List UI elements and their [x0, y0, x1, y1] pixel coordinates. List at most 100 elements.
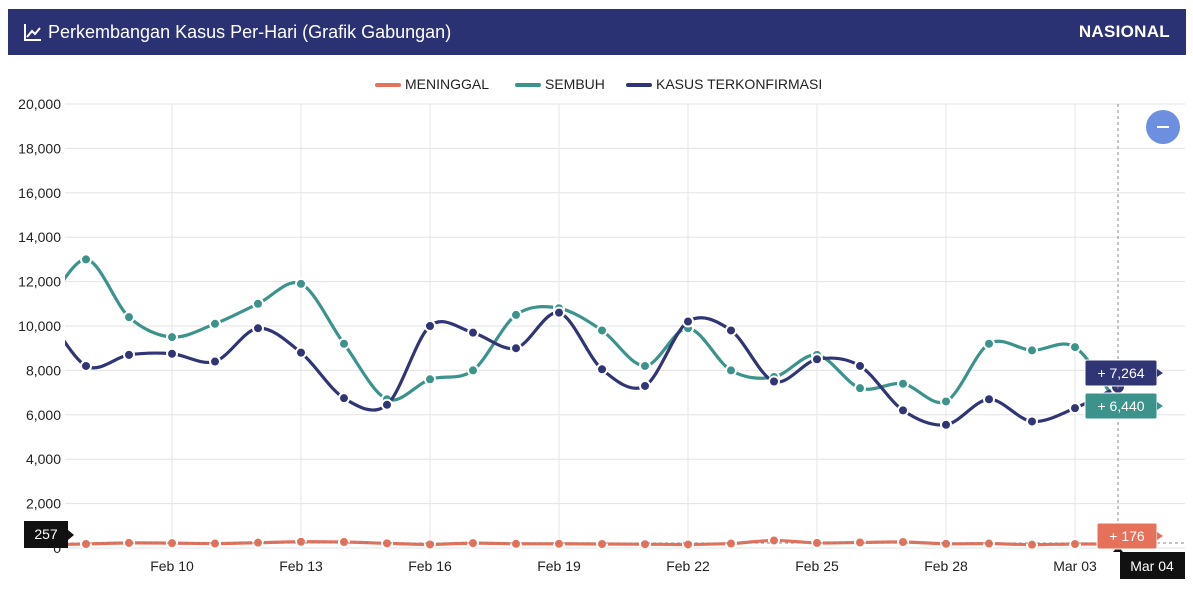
data-point[interactable]	[725, 537, 737, 550]
data-point[interactable]	[338, 337, 350, 350]
data-point[interactable]	[295, 535, 307, 548]
y-tick-label: 12,000	[18, 274, 61, 290]
tooltip-sembuh-text: + 6,440	[1097, 398, 1144, 414]
data-point[interactable]	[983, 393, 995, 406]
data-point[interactable]	[682, 315, 694, 328]
data-point[interactable]	[768, 375, 780, 388]
data-point[interactable]	[295, 346, 307, 359]
legend-label: SEMBUH	[545, 76, 605, 92]
legend-item-meninggal[interactable]: MENINGGAL	[375, 76, 489, 92]
chart-title: Perkembangan Kasus Per-Hari (Grafik Gabu…	[48, 22, 452, 42]
data-point[interactable]	[209, 317, 221, 330]
data-point[interactable]	[252, 297, 264, 310]
data-point[interactable]	[252, 322, 264, 335]
data-point[interactable]	[682, 538, 694, 551]
legend-label: KASUS TERKONFIRMASI	[656, 76, 822, 92]
data-point[interactable]	[768, 534, 780, 547]
data-point[interactable]	[811, 353, 823, 366]
x-tick-label: Feb 28	[924, 558, 968, 574]
data-point[interactable]	[1069, 538, 1081, 551]
data-point[interactable]	[725, 364, 737, 377]
data-point[interactable]	[639, 379, 651, 392]
data-point[interactable]	[510, 308, 522, 321]
data-point[interactable]	[983, 337, 995, 350]
data-point[interactable]	[295, 277, 307, 290]
tooltip-kasus-text: + 7,264	[1097, 365, 1144, 381]
data-point[interactable]	[424, 320, 436, 332]
x-tick-label: Feb 13	[279, 558, 323, 574]
data-point[interactable]	[639, 359, 651, 372]
data-point[interactable]	[553, 537, 565, 550]
tooltip-kasus-arrow	[1157, 369, 1163, 377]
data-point[interactable]	[467, 364, 479, 377]
tooltip-meninggal-text: + 176	[1109, 528, 1145, 544]
crosshair-x-label: Mar 04	[1113, 546, 1185, 579]
data-point[interactable]	[1026, 344, 1038, 357]
crosshair-y-label-bg	[24, 521, 68, 548]
tooltip-sembuh: + 6,440	[1084, 392, 1163, 420]
crosshair-x-value: Mar 04	[1130, 558, 1174, 574]
data-point[interactable]	[897, 536, 909, 549]
data-point[interactable]	[1069, 402, 1081, 415]
data-point[interactable]	[1026, 415, 1038, 428]
data-point[interactable]	[80, 359, 92, 372]
data-point[interactable]	[639, 538, 651, 551]
data-point[interactable]	[338, 536, 350, 549]
y-tick-label: 8,000	[26, 362, 61, 378]
x-tick-label: Feb 10	[150, 558, 194, 574]
data-point[interactable]	[553, 306, 565, 319]
data-point[interactable]	[897, 404, 909, 417]
data-point[interactable]	[510, 342, 522, 355]
crosshair-y-value: 257	[34, 526, 58, 542]
data-point[interactable]	[38, 308, 48, 318]
data-point[interactable]	[854, 382, 866, 395]
x-tick-label: Feb 16	[408, 558, 452, 574]
series-meninggal	[65, 534, 1126, 553]
data-point[interactable]	[123, 311, 135, 324]
y-tick-label: 6,000	[26, 407, 61, 423]
data-point[interactable]	[123, 348, 135, 361]
data-point[interactable]	[596, 363, 608, 376]
data-point[interactable]	[424, 538, 436, 551]
tooltip-meninggal: + 176	[1096, 522, 1163, 550]
trend-chart-icon	[24, 24, 41, 41]
data-point[interactable]	[940, 537, 952, 550]
data-point[interactable]	[424, 373, 436, 386]
data-point[interactable]	[596, 324, 608, 337]
legend-item-sembuh[interactable]: SEMBUH	[515, 76, 605, 92]
data-point[interactable]	[80, 538, 92, 551]
crosshair-y-label-arrow	[68, 530, 74, 540]
tooltip-meninggal-arrow	[1157, 532, 1163, 540]
data-point[interactable]	[854, 536, 866, 549]
data-point[interactable]	[166, 331, 178, 344]
data-point[interactable]	[854, 359, 866, 372]
legend-item-kasus-terkonfirmasi[interactable]: KASUS TERKONFIRMASI	[626, 76, 822, 92]
scope-label: NASIONAL	[1078, 22, 1170, 41]
data-point[interactable]	[940, 395, 952, 408]
legend-label: MENINGGAL	[405, 76, 489, 92]
data-point[interactable]	[725, 324, 737, 337]
data-point[interactable]	[1026, 538, 1038, 551]
data-point[interactable]	[897, 377, 909, 390]
data-point[interactable]	[166, 347, 178, 360]
data-point[interactable]	[209, 355, 221, 368]
chart-header: Perkembangan Kasus Per-Hari (Grafik Gabu…	[8, 9, 1186, 55]
crosshair-x-label-bg	[1120, 552, 1185, 579]
data-point[interactable]	[38, 303, 48, 313]
data-point[interactable]	[381, 398, 393, 411]
series-sembuh	[38, 253, 1126, 414]
y-tick-label: 4,000	[26, 451, 61, 467]
data-point[interactable]	[596, 538, 608, 551]
data-point[interactable]	[209, 537, 221, 550]
reset-zoom-button[interactable]	[1146, 110, 1180, 144]
data-point[interactable]	[983, 537, 995, 550]
x-tick-label: Feb 22	[666, 558, 710, 574]
data-point[interactable]	[467, 326, 479, 339]
data-point[interactable]	[80, 253, 92, 266]
x-tick-label: Mar 03	[1053, 558, 1097, 574]
data-point[interactable]	[1069, 341, 1081, 354]
data-point[interactable]	[940, 418, 952, 431]
data-point[interactable]	[338, 392, 350, 405]
data-point[interactable]	[510, 537, 522, 550]
